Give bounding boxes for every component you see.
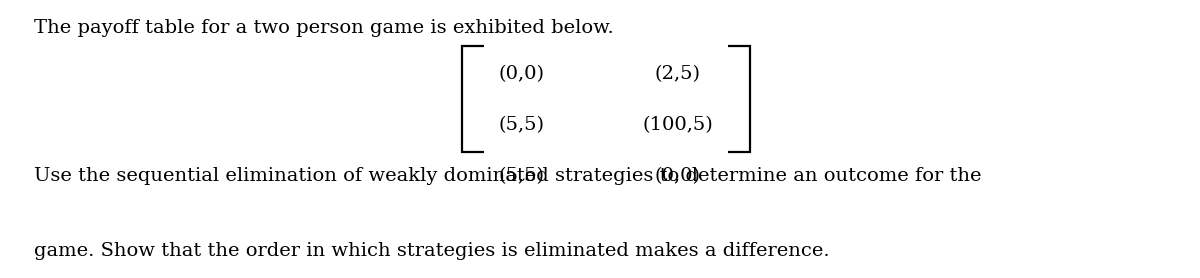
Text: (5,5): (5,5): [499, 116, 545, 134]
Text: (0,0): (0,0): [655, 168, 701, 185]
Text: (5,5): (5,5): [499, 168, 545, 185]
Text: The payoff table for a two person game is exhibited below.: The payoff table for a two person game i…: [34, 19, 613, 38]
Text: (2,5): (2,5): [655, 65, 701, 83]
Text: Use the sequential elimination of weakly dominated strategies to determine an ou: Use the sequential elimination of weakly…: [34, 167, 982, 185]
Text: (100,5): (100,5): [643, 116, 713, 134]
Text: game. Show that the order in which strategies is eliminated makes a difference.: game. Show that the order in which strat…: [34, 242, 829, 260]
Text: (0,0): (0,0): [499, 65, 545, 83]
